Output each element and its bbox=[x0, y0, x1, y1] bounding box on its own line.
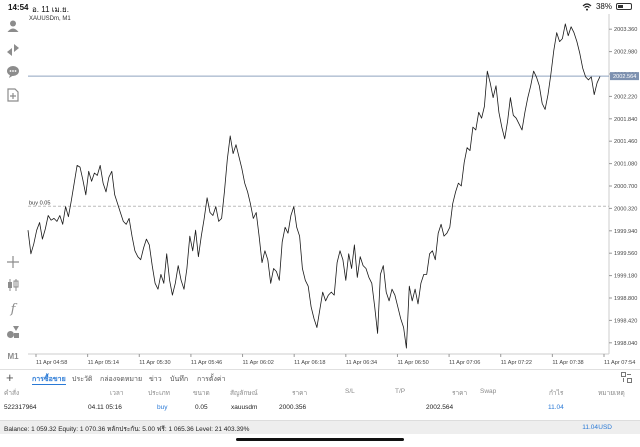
trade-arrows-icon[interactable] bbox=[5, 42, 21, 58]
col-profit: กำไร bbox=[549, 390, 564, 397]
wifi-icon bbox=[582, 2, 592, 11]
function-icon[interactable]: f bbox=[10, 301, 16, 317]
price-line bbox=[27, 23, 601, 349]
status-bar: 14:54 อ. 11 เม.ย. 38% bbox=[0, 0, 640, 14]
col-open-price: ราคา bbox=[292, 390, 308, 397]
home-indicator bbox=[236, 438, 404, 441]
current-price-label: 2002.564 bbox=[613, 74, 636, 80]
timeframe-icon[interactable]: M1 bbox=[7, 351, 19, 361]
x-tick-label: 11 Apr 05:14 bbox=[88, 360, 119, 366]
tab-mailbox[interactable]: กล่องจดหมาย bbox=[100, 376, 143, 383]
tab-news[interactable]: ข่าว bbox=[149, 376, 162, 383]
x-tick-label: 11 Apr 06:50 bbox=[397, 360, 428, 366]
order-id: 522317964 bbox=[4, 404, 37, 411]
col-swap: Swap bbox=[480, 388, 497, 395]
y-tick-label: 1998.420 bbox=[614, 318, 637, 324]
y-tick-label: 2001.080 bbox=[614, 162, 637, 168]
chart-toolbar: f M1 bbox=[0, 14, 26, 366]
order-line-label: buy 0.05 bbox=[29, 200, 50, 206]
col-symbol: สัญลักษณ์ bbox=[230, 390, 258, 397]
x-tick-label: 11 Apr 06:02 bbox=[243, 360, 274, 366]
toolbox-tabs: + การซื้อขาย ประวัติ กล่องจดหมาย ข่าว บั… bbox=[0, 369, 640, 386]
tab-journal[interactable]: บันทึก bbox=[170, 376, 189, 383]
objects-icon[interactable] bbox=[5, 324, 21, 340]
y-tick-label: 2000.320 bbox=[614, 206, 637, 212]
col-tp: T/P bbox=[395, 388, 406, 395]
y-tick-label: 2001.840 bbox=[614, 117, 637, 123]
y-tick-label: 1999.560 bbox=[614, 251, 637, 257]
candles-icon[interactable] bbox=[5, 277, 21, 293]
tab-settings[interactable]: การตั้งค่า bbox=[197, 376, 226, 383]
order-current-price: 2002.564 bbox=[426, 404, 454, 411]
y-tick-label: 2002.220 bbox=[614, 94, 637, 100]
y-tick-label: 1998.040 bbox=[614, 341, 637, 347]
total-profit: 11.04 bbox=[582, 424, 598, 431]
y-tick-label: 1999.940 bbox=[614, 229, 637, 235]
user-icon[interactable] bbox=[5, 18, 21, 34]
x-tick-label: 11 Apr 06:34 bbox=[346, 360, 377, 366]
col-order: คำสั่ง bbox=[4, 390, 20, 397]
order-type: buy bbox=[157, 404, 168, 411]
trade-table-header: คำสั่ง เวลา ประเภท ขนาด สัญลักษณ์ ราคา S… bbox=[0, 388, 640, 399]
clock: 14:54 bbox=[8, 3, 29, 12]
col-size: ขนาด bbox=[193, 390, 210, 397]
x-tick-label: 11 Apr 06:18 bbox=[294, 360, 325, 366]
window-layout-icon[interactable] bbox=[621, 372, 632, 385]
status-right: 38% bbox=[582, 2, 632, 11]
order-size: 0.05 bbox=[195, 404, 208, 411]
y-tick-label: 1998.800 bbox=[614, 296, 637, 302]
order-open-price: 2000.356 bbox=[279, 404, 307, 411]
balance-bar: Balance: 1 059.32 Equity: 1 070.36 หลักป… bbox=[0, 420, 640, 434]
order-time: 04.11 05:16 bbox=[88, 404, 122, 411]
x-tick-label: 11 Apr 05:30 bbox=[139, 360, 170, 366]
x-tick-label: 11 Apr 04:58 bbox=[36, 360, 67, 366]
y-tick-label: 2002.980 bbox=[614, 50, 637, 56]
x-tick-label: 11 Apr 07:22 bbox=[501, 360, 532, 366]
x-tick-label: 11 Apr 07:06 bbox=[449, 360, 480, 366]
order-symbol: xauusdm bbox=[231, 404, 258, 411]
col-price: ราคา bbox=[452, 390, 468, 397]
chart-title: XAUUSDm, M1 bbox=[29, 16, 71, 22]
col-sl: S/L bbox=[345, 388, 355, 395]
col-type: ประเภท bbox=[148, 390, 170, 397]
chat-icon[interactable] bbox=[5, 64, 21, 80]
x-tick-label: 11 Apr 07:38 bbox=[552, 360, 583, 366]
tab-history[interactable]: ประวัติ bbox=[72, 376, 93, 383]
add-document-icon[interactable] bbox=[5, 87, 21, 103]
x-tick-label: 11 Apr 07:54 bbox=[604, 360, 635, 366]
price-chart[interactable]: XAUUSDm, M1 2003.3602002.9802002.6002002… bbox=[26, 14, 640, 369]
y-tick-label: 2001.460 bbox=[614, 139, 637, 145]
tab-trade[interactable]: การซื้อขาย bbox=[32, 376, 66, 385]
y-tick-label: 2003.360 bbox=[614, 27, 637, 33]
crosshair-icon[interactable] bbox=[5, 254, 21, 270]
chart-plot[interactable]: 2003.3602002.9802002.6002002.2202001.840… bbox=[26, 14, 640, 369]
col-time: เวลา bbox=[110, 390, 124, 397]
col-comment: หมายเหตุ bbox=[598, 390, 625, 397]
order-profit: 11.04 bbox=[548, 404, 564, 411]
y-tick-label: 1999.180 bbox=[614, 274, 637, 280]
account-summary: Balance: 1 059.32 Equity: 1 070.36 หลักป… bbox=[4, 426, 250, 433]
x-tick-label: 11 Apr 05:46 bbox=[191, 360, 222, 366]
table-row[interactable]: 522317964 04.11 05:16 buy 0.05 xauusdm 2… bbox=[0, 404, 640, 416]
y-tick-label: 2000.700 bbox=[614, 184, 637, 190]
account-currency: USD bbox=[598, 424, 612, 431]
add-icon[interactable]: + bbox=[6, 370, 14, 385]
status-date: อ. 11 เม.ย. bbox=[32, 5, 69, 14]
battery-icon bbox=[616, 3, 632, 10]
battery-percent: 38% bbox=[595, 2, 612, 11]
current-price-tag bbox=[610, 72, 639, 81]
